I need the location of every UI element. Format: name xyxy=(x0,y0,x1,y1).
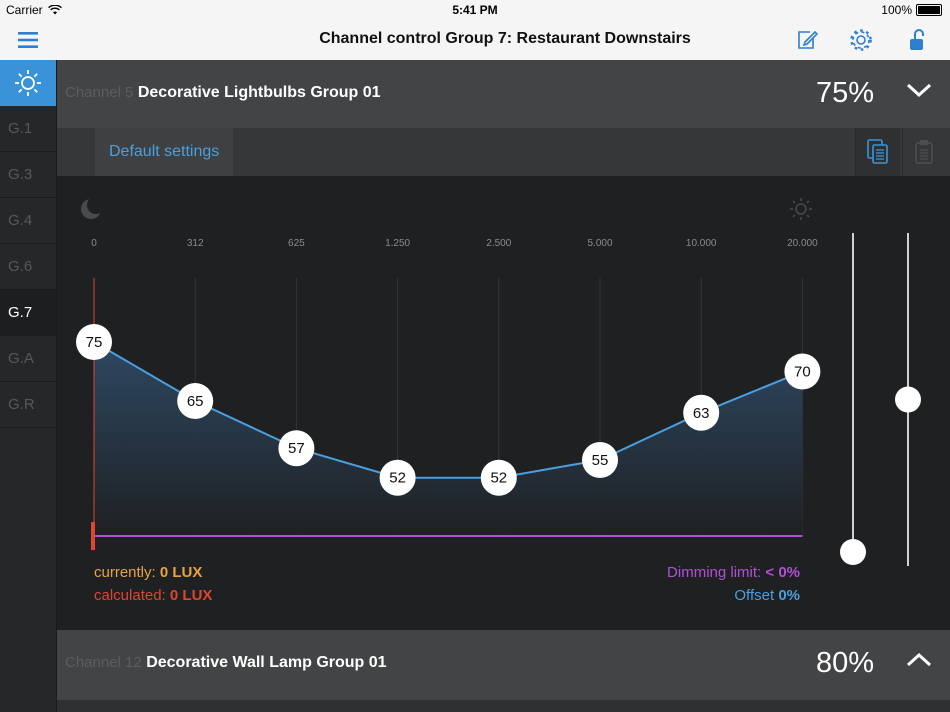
sun-icon xyxy=(15,70,41,96)
copy-button[interactable] xyxy=(855,128,900,176)
curve-point-label: 65 xyxy=(187,393,204,410)
x-tick-label: 0 xyxy=(91,238,97,249)
channel-percent: 80% xyxy=(815,647,874,679)
curve-point-label: 70 xyxy=(794,364,811,381)
curve-point-label: 75 xyxy=(86,334,103,351)
calculated-label: calculated: xyxy=(94,587,166,604)
unlock-icon xyxy=(910,29,924,50)
current-lux-marker xyxy=(91,522,95,550)
x-tick-label: 5.000 xyxy=(587,238,612,249)
channel-name: Decorative Lightbulbs Group 01 xyxy=(137,84,381,101)
lock-button[interactable] xyxy=(903,26,931,54)
calculated-readout: calculated: 0 LUX xyxy=(94,587,212,604)
sidebar-item-g1[interactable]: G.1 xyxy=(0,106,56,152)
collapse-button[interactable] xyxy=(906,82,932,103)
carrier-text: Carrier xyxy=(6,3,43,17)
calculated-value: 0 LUX xyxy=(169,587,213,604)
dimming-limit-readout: Dimming limit: < 0% xyxy=(667,564,800,581)
curve-point-label: 52 xyxy=(490,470,507,487)
channel-list: Channel 5 Decorative Lightbulbs Group 01… xyxy=(57,60,950,712)
curve-point[interactable] xyxy=(683,394,720,431)
tab-default-settings[interactable]: Default settings xyxy=(95,128,234,176)
chevron-up-icon xyxy=(906,652,932,667)
channel-header-5[interactable]: Channel 5 Decorative Lightbulbs Group 01… xyxy=(57,60,950,128)
offset-label: Offset xyxy=(734,587,775,604)
battery-area: 100% xyxy=(881,3,942,17)
x-tick-label: 1.250 xyxy=(385,238,410,249)
x-tick-label: 20.000 xyxy=(787,238,818,249)
channel-number: Channel 12 xyxy=(65,654,142,671)
sidebar-item-g4[interactable]: G.4 xyxy=(0,198,56,244)
curve-panel: 0 312 625 1.250 2.500 5.000 10.000 20.000 75 65 5… xyxy=(57,176,950,630)
status-time: 5:41 PM xyxy=(452,3,498,17)
curve-point[interactable] xyxy=(582,442,618,478)
edit-button[interactable] xyxy=(793,26,821,54)
wifi-icon xyxy=(48,4,62,15)
group-sidebar: G.1 G.3 G.4 G.6 G.7 G.A G.R xyxy=(0,60,57,712)
sidebar-item-ga[interactable]: G.A xyxy=(0,336,56,382)
curve-point[interactable] xyxy=(379,459,416,496)
lux-curve-chart: 0 312 625 1.250 2.500 5.000 10.000 20.000 75 65 5… xyxy=(76,196,921,566)
channel-label: Channel 12 Decorative Wall Lamp Group 01 xyxy=(65,654,387,672)
currently-readout: currently: 0 LUX xyxy=(94,564,202,581)
sidebar-sun-item[interactable] xyxy=(0,60,56,106)
dimming-limit-label: Dimming limit: xyxy=(667,564,762,581)
menu-button[interactable] xyxy=(0,20,56,60)
clipboard-icon xyxy=(915,140,933,164)
curve-point-label: 55 xyxy=(592,452,609,469)
curve-point-label: 63 xyxy=(693,405,710,422)
channel-percent: 75% xyxy=(815,77,874,109)
curve-line xyxy=(93,341,803,479)
curve-point[interactable] xyxy=(480,459,517,496)
curve-point[interactable] xyxy=(177,383,214,419)
curve-point[interactable] xyxy=(784,353,821,390)
carrier-label: Carrier xyxy=(6,3,62,17)
status-bar: Carrier 5:41 PM 100% xyxy=(0,0,950,20)
curve-area xyxy=(94,342,803,536)
expand-button[interactable] xyxy=(906,652,932,673)
sidebar-item-g3[interactable]: G.3 xyxy=(0,152,56,198)
offset-readout: Offset 0% xyxy=(734,587,800,604)
slider-knob-left[interactable] xyxy=(840,539,866,565)
sidebar-item-g6[interactable]: G.6 xyxy=(0,244,56,290)
channel-header-12[interactable]: Channel 12 Decorative Wall Lamp Group 01… xyxy=(57,630,950,700)
navigation-bar: Channel control Group 7: Restaurant Down… xyxy=(0,20,950,61)
battery-icon xyxy=(916,4,942,16)
chevron-down-icon xyxy=(906,83,932,98)
moon-icon xyxy=(81,196,105,219)
x-tick-label: 625 xyxy=(288,238,305,249)
curve-point-label: 57 xyxy=(288,440,305,457)
slider-knob-right[interactable] xyxy=(895,386,921,413)
x-tick-label: 10.000 xyxy=(686,238,717,249)
currently-value: 0 LUX xyxy=(159,564,203,581)
offset-value: 0% xyxy=(778,587,800,604)
channel-number: Channel 5 xyxy=(65,84,134,101)
sidebar-item-gr[interactable]: G.R xyxy=(0,382,56,428)
paste-button[interactable] xyxy=(902,128,947,176)
settings-tabbar: Default settings xyxy=(57,128,950,176)
curve-point-label: 52 xyxy=(389,470,406,487)
channel-name: Decorative Wall Lamp Group 01 xyxy=(146,654,387,671)
dimming-limit-value: < 0% xyxy=(765,564,800,581)
x-tick-label: 2.500 xyxy=(486,238,511,249)
list-bottom-edge xyxy=(57,700,950,712)
copy-icon xyxy=(867,139,888,164)
edit-icon xyxy=(798,30,818,49)
hamburger-icon xyxy=(18,32,38,48)
page-title: Channel control Group 7: Restaurant Down… xyxy=(319,30,691,47)
gear-icon xyxy=(850,29,872,51)
channel-label: Channel 5 Decorative Lightbulbs Group 01 xyxy=(65,84,381,102)
curve-point[interactable] xyxy=(278,430,315,467)
battery-percent: 100% xyxy=(881,3,912,17)
x-tick-label: 312 xyxy=(187,238,204,249)
settings-button[interactable] xyxy=(847,26,875,54)
curve-point[interactable] xyxy=(76,324,112,360)
sidebar-item-g7[interactable]: G.7 xyxy=(0,290,56,336)
currently-label: currently: xyxy=(94,564,156,581)
sun-small-icon xyxy=(790,198,812,220)
